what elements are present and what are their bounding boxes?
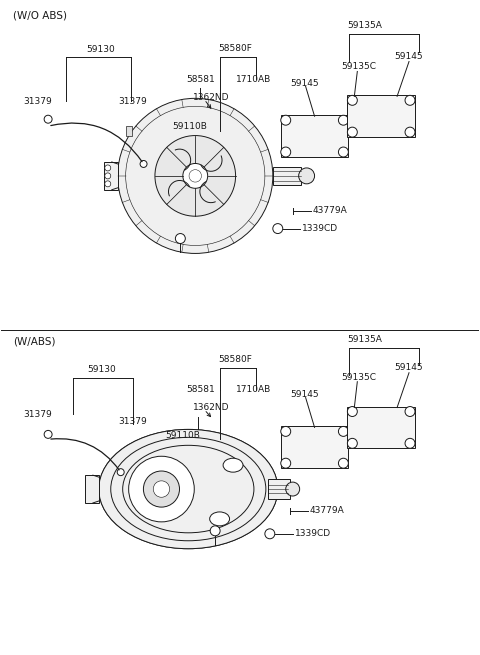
Circle shape <box>281 115 291 125</box>
Circle shape <box>405 438 415 448</box>
Circle shape <box>44 115 52 123</box>
Circle shape <box>281 426 291 436</box>
Circle shape <box>140 160 147 168</box>
Text: 31379: 31379 <box>23 97 52 106</box>
Ellipse shape <box>99 430 278 549</box>
Circle shape <box>348 407 357 417</box>
Text: 43779A: 43779A <box>312 206 348 215</box>
Text: 43779A: 43779A <box>310 506 344 515</box>
Bar <box>126 126 132 136</box>
Text: 59145: 59145 <box>394 364 423 372</box>
Circle shape <box>286 482 300 496</box>
Circle shape <box>273 223 283 234</box>
Bar <box>348 96 415 137</box>
Text: (W/ABS): (W/ABS) <box>13 337 56 347</box>
Circle shape <box>338 115 348 125</box>
Text: 59130: 59130 <box>86 45 115 54</box>
Text: (W/O ABS): (W/O ABS) <box>13 11 67 21</box>
Bar <box>85 475 99 503</box>
Circle shape <box>348 438 357 448</box>
Bar <box>281 115 348 157</box>
Circle shape <box>338 147 348 157</box>
Circle shape <box>129 457 194 522</box>
Circle shape <box>44 430 52 438</box>
Circle shape <box>210 526 220 536</box>
Text: 59135A: 59135A <box>348 335 382 345</box>
Circle shape <box>105 173 111 179</box>
Circle shape <box>405 127 415 137</box>
Text: 1710AB: 1710AB <box>236 75 271 84</box>
Text: 59145: 59145 <box>394 52 423 61</box>
Circle shape <box>105 165 111 171</box>
Text: 59145: 59145 <box>291 390 319 399</box>
Circle shape <box>348 96 357 105</box>
Circle shape <box>281 458 291 468</box>
Text: 59145: 59145 <box>291 79 319 88</box>
Circle shape <box>281 147 291 157</box>
Circle shape <box>105 181 111 187</box>
Circle shape <box>299 168 314 184</box>
Text: 31379: 31379 <box>119 97 147 106</box>
Circle shape <box>117 469 124 476</box>
Text: 1710AB: 1710AB <box>236 385 271 394</box>
Circle shape <box>144 471 180 507</box>
Text: 58580F: 58580F <box>218 355 252 364</box>
Circle shape <box>348 127 357 137</box>
Text: 59130: 59130 <box>87 365 116 374</box>
Text: 59110B: 59110B <box>172 122 207 130</box>
Bar <box>281 426 348 468</box>
Bar <box>348 407 415 448</box>
Text: 58581: 58581 <box>186 385 215 394</box>
Circle shape <box>183 164 208 188</box>
Ellipse shape <box>210 512 229 526</box>
Bar <box>273 167 300 185</box>
Text: 58580F: 58580F <box>218 44 252 53</box>
Bar <box>104 162 118 190</box>
Text: 59135A: 59135A <box>348 21 382 30</box>
Text: 1339CD: 1339CD <box>295 529 331 538</box>
Text: 59135C: 59135C <box>341 373 376 383</box>
Text: 1339CD: 1339CD <box>301 224 338 233</box>
Text: 59110B: 59110B <box>166 431 200 440</box>
Text: 31379: 31379 <box>119 417 147 426</box>
Circle shape <box>338 426 348 436</box>
Circle shape <box>265 529 275 539</box>
Circle shape <box>155 136 236 216</box>
Circle shape <box>153 481 169 497</box>
Text: 1362ND: 1362ND <box>193 93 230 102</box>
Bar <box>268 479 290 499</box>
Text: 1362ND: 1362ND <box>193 403 230 412</box>
Circle shape <box>338 458 348 468</box>
Circle shape <box>175 234 185 244</box>
Text: 58581: 58581 <box>186 75 215 84</box>
Circle shape <box>118 98 273 253</box>
Circle shape <box>405 96 415 105</box>
Text: 59135C: 59135C <box>341 62 376 71</box>
Circle shape <box>189 170 202 182</box>
Circle shape <box>405 407 415 417</box>
Text: 31379: 31379 <box>23 410 52 419</box>
Ellipse shape <box>223 458 243 472</box>
